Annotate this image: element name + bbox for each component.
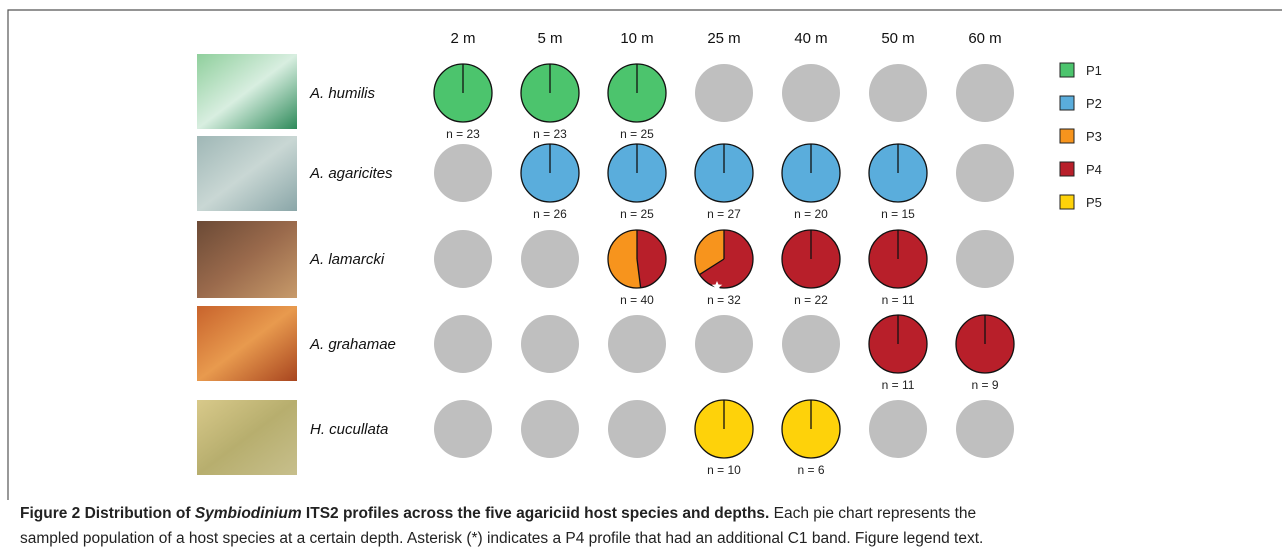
caption-title: ITS2 profiles across the five agariciid … xyxy=(302,505,770,522)
sample-size: n = 11 xyxy=(882,293,915,307)
depth-label: 5 m xyxy=(537,30,562,47)
empty-cell xyxy=(869,64,927,122)
legend-label: P4 xyxy=(1086,162,1102,177)
species-label: A. lamarcki xyxy=(309,251,385,268)
sample-size: n = 15 xyxy=(881,207,915,221)
sample-size: n = 10 xyxy=(707,463,741,477)
caption-line: Figure 2 Distribution of Symbiodinium IT… xyxy=(20,505,976,523)
sample-size: n = 9 xyxy=(971,378,998,392)
sample-size: n = 26 xyxy=(533,207,567,221)
coral-photo xyxy=(197,221,297,298)
empty-cell xyxy=(434,400,492,458)
sample-size: n = 23 xyxy=(446,127,480,141)
species-label: A. agaricites xyxy=(309,165,393,182)
legend-swatch xyxy=(1060,195,1074,209)
depth-label: 40 m xyxy=(794,30,827,47)
species-label: A. humilis xyxy=(309,85,376,102)
legend-label: P3 xyxy=(1086,129,1102,144)
empty-cell xyxy=(521,315,579,373)
depth-label: 25 m xyxy=(707,30,740,47)
empty-cell xyxy=(869,400,927,458)
species-label: A. grahamae xyxy=(309,336,396,353)
empty-cell xyxy=(695,64,753,122)
depth-label: 2 m xyxy=(450,30,475,47)
sample-size: n = 27 xyxy=(707,207,741,221)
empty-cell xyxy=(521,400,579,458)
sample-size: n = 32 xyxy=(707,293,741,307)
legend-label: P5 xyxy=(1086,195,1102,210)
empty-cell xyxy=(434,315,492,373)
empty-cell xyxy=(608,400,666,458)
caption-title: Symbiodinium xyxy=(195,505,302,522)
legend-swatch xyxy=(1060,162,1074,176)
pie-slice xyxy=(637,230,666,288)
empty-cell xyxy=(956,230,1014,288)
pie-slice xyxy=(608,230,641,288)
caption-title: Figure 2 Distribution of xyxy=(20,505,195,522)
page: {"figure": { "depths": ["2 m", "5 m", "1… xyxy=(0,0,1282,556)
empty-cell xyxy=(956,144,1014,202)
empty-cell xyxy=(782,64,840,122)
depth-label: 60 m xyxy=(968,30,1001,47)
coral-photo xyxy=(197,54,297,129)
empty-cell xyxy=(608,315,666,373)
depth-label: 50 m xyxy=(881,30,914,47)
sample-size: n = 11 xyxy=(882,378,915,392)
depth-label: 10 m xyxy=(620,30,653,47)
sample-size: n = 40 xyxy=(620,293,654,307)
coral-photo xyxy=(197,136,297,211)
species-label: H. cucullata xyxy=(310,421,388,438)
coral-photo xyxy=(197,400,297,475)
empty-cell xyxy=(521,230,579,288)
empty-cell xyxy=(434,230,492,288)
legend-swatch xyxy=(1060,96,1074,110)
sample-size: n = 22 xyxy=(794,293,828,307)
empty-cell xyxy=(956,64,1014,122)
sample-size: n = 25 xyxy=(620,127,654,141)
sample-size: n = 20 xyxy=(794,207,828,221)
coral-photo xyxy=(197,306,297,381)
empty-cell xyxy=(695,315,753,373)
caption-text: Each pie chart represents the xyxy=(769,505,976,522)
caption-text: sampled population of a host species at … xyxy=(20,530,983,548)
sample-size: n = 6 xyxy=(797,463,824,477)
figure: 2 m 5 m 10 m 25 m 40 m 50 m 60 m P1 P2 P3 P4 P5 A. h… xyxy=(0,0,1282,500)
sample-size: n = 25 xyxy=(620,207,654,221)
empty-cell xyxy=(956,400,1014,458)
legend-swatch xyxy=(1060,63,1074,77)
empty-cell xyxy=(434,144,492,202)
sample-size: n = 23 xyxy=(533,127,567,141)
legend-swatch xyxy=(1060,129,1074,143)
legend-label: P1 xyxy=(1086,63,1102,78)
empty-cell xyxy=(782,315,840,373)
legend-label: P2 xyxy=(1086,96,1102,111)
